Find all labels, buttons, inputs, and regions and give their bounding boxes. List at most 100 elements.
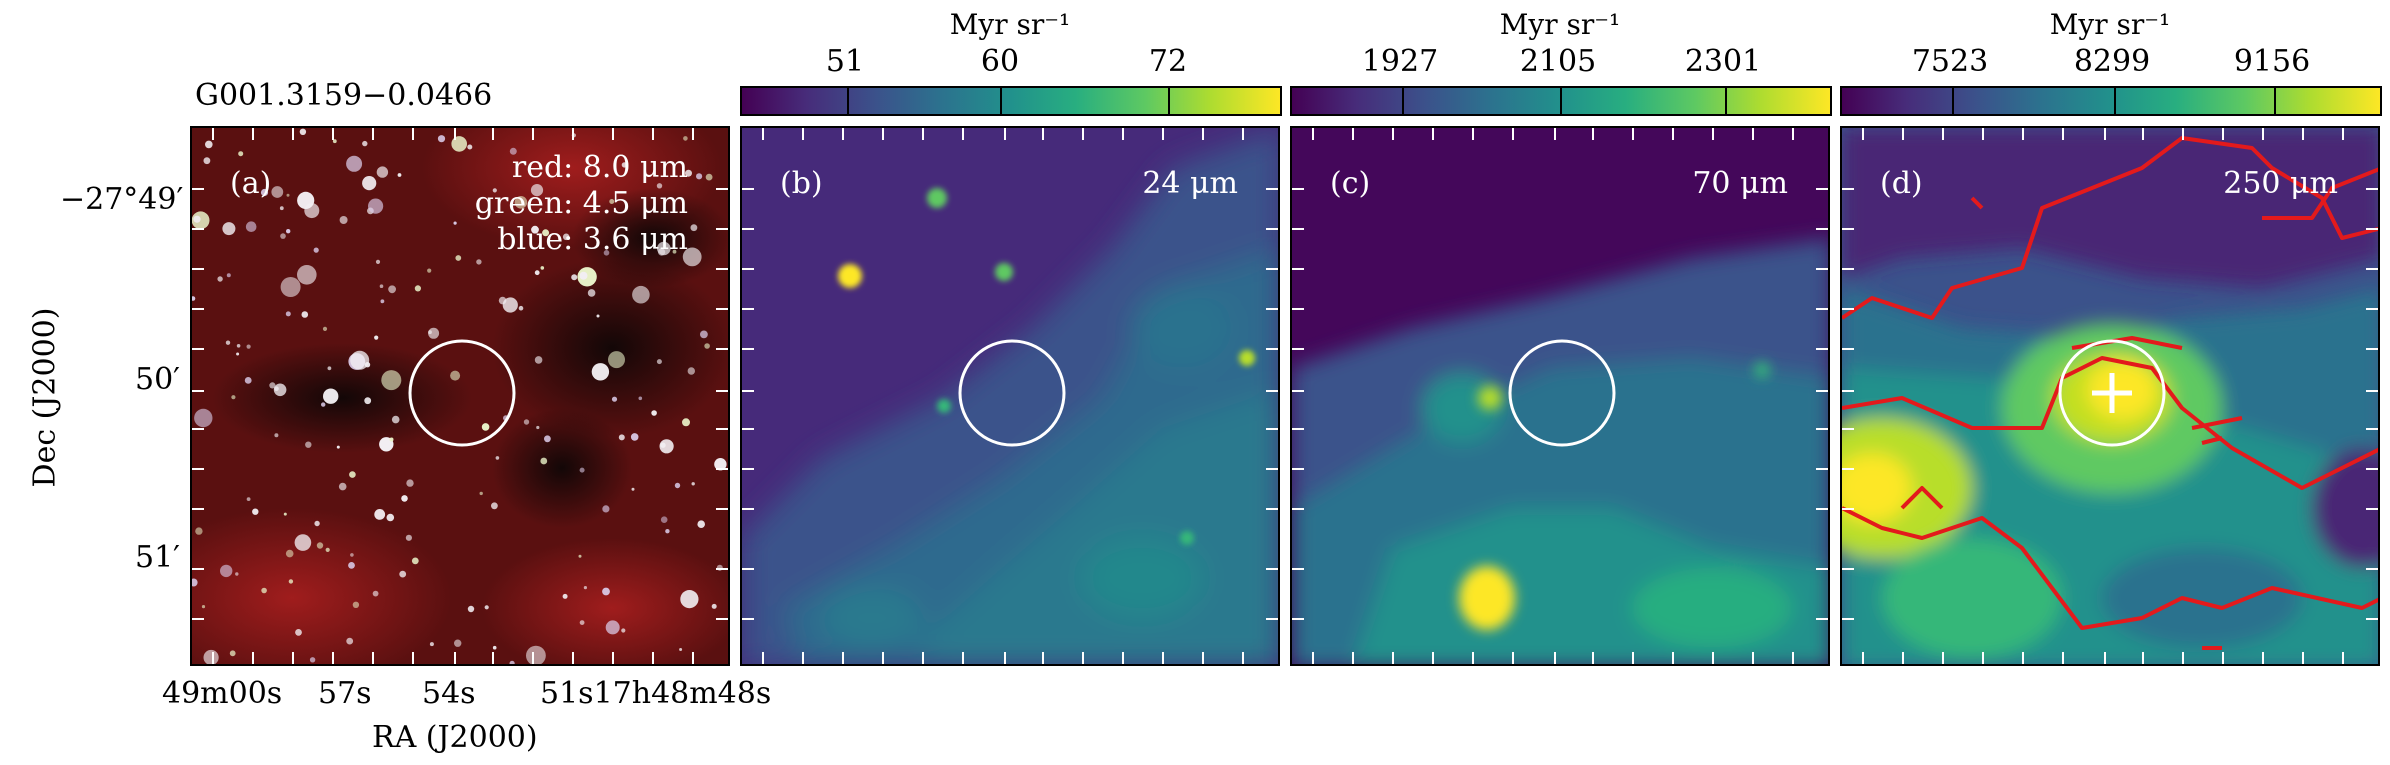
y-tick-mark bbox=[742, 428, 754, 430]
x-tick-mark bbox=[532, 128, 534, 140]
x-tick-mark bbox=[1512, 652, 1514, 664]
colorbar-unit-c: Myr sr⁻¹ bbox=[1499, 8, 1621, 41]
x-tick-mark bbox=[1712, 128, 1714, 140]
y-tick-mark bbox=[1816, 348, 1828, 350]
y-tick-mark bbox=[742, 188, 754, 190]
y-tick-mark bbox=[1816, 508, 1828, 510]
y-tick-mark bbox=[1816, 468, 1828, 470]
source-name: G001.3159−0.0466 bbox=[195, 78, 493, 113]
y-tick-mark bbox=[2366, 308, 2378, 310]
y-tick-mark bbox=[1266, 618, 1278, 620]
x-tick-mark bbox=[1592, 128, 1594, 140]
y-tick-mark bbox=[716, 618, 728, 620]
x-tick-mark bbox=[372, 128, 374, 140]
y-tick-mark bbox=[1292, 618, 1304, 620]
x-tick-mark bbox=[1082, 128, 1084, 140]
x-tick-mark bbox=[1392, 652, 1394, 664]
x-tick-mark bbox=[612, 652, 614, 664]
x-tick-mark bbox=[1352, 652, 1354, 664]
y-tick-mark bbox=[716, 568, 728, 570]
y-tick-mark bbox=[2366, 428, 2378, 430]
y-tick-mark bbox=[742, 568, 754, 570]
y-tick-mark bbox=[2366, 188, 2378, 190]
y-tick-mark bbox=[2366, 348, 2378, 350]
x-tick-mark bbox=[2262, 128, 2264, 140]
x-tick-mark bbox=[692, 652, 694, 664]
x-tick-mark bbox=[1942, 652, 1944, 664]
y-tick-mark bbox=[2366, 568, 2378, 570]
y-tick-mark bbox=[192, 618, 204, 620]
x-tick-mark bbox=[252, 652, 254, 664]
y-tick-mark bbox=[1292, 268, 1304, 270]
y-tick-mark bbox=[192, 390, 204, 392]
y-tick-mark bbox=[742, 468, 754, 470]
x-tick-mark bbox=[1902, 652, 1904, 664]
y-tick-mark bbox=[2366, 508, 2378, 510]
x-tick-mark bbox=[1162, 652, 1164, 664]
y-tick-mark bbox=[1842, 508, 1854, 510]
y-tick-mark bbox=[1842, 348, 1854, 350]
y-tick-label: −27°49′ bbox=[60, 182, 184, 217]
x-tick-mark bbox=[2302, 128, 2304, 140]
y-tick-mark bbox=[742, 348, 754, 350]
x-tick-mark bbox=[1792, 128, 1794, 140]
panel-b-24um: (b) 24 μm bbox=[740, 126, 1280, 666]
y-tick-mark bbox=[1816, 308, 1828, 310]
y-tick-mark bbox=[716, 308, 728, 310]
x-tick-mark bbox=[454, 128, 456, 140]
x-tick-mark bbox=[1862, 128, 1864, 140]
x-tick-mark bbox=[532, 652, 534, 664]
y-tick-mark bbox=[192, 268, 204, 270]
panel-d-250um: (d) 250 μm bbox=[1840, 126, 2380, 666]
x-tick-mark bbox=[492, 652, 494, 664]
y-tick-mark bbox=[1292, 308, 1304, 310]
y-tick-mark bbox=[1842, 468, 1854, 470]
y-tick-mark bbox=[2366, 268, 2378, 270]
x-tick-mark bbox=[1862, 652, 1864, 664]
x-tick-mark bbox=[762, 652, 764, 664]
y-tick-label: 50′ bbox=[135, 362, 180, 397]
panel-c-70um: (c) 70 μm bbox=[1290, 126, 1830, 666]
x-tick-mark bbox=[762, 128, 764, 140]
x-tick-mark bbox=[292, 652, 294, 664]
panel-tag-c: (c) bbox=[1330, 166, 1371, 201]
x-tick-mark bbox=[2104, 652, 2106, 664]
y-tick-mark bbox=[716, 468, 728, 470]
panel-tag-d: (d) bbox=[1880, 166, 1923, 201]
x-tick-mark bbox=[2262, 652, 2264, 664]
y-tick-mark bbox=[716, 228, 728, 230]
x-tick-mark bbox=[2222, 128, 2224, 140]
y-tick-mark bbox=[1842, 308, 1854, 310]
x-tick-mark bbox=[1432, 652, 1434, 664]
y-tick-mark bbox=[1816, 390, 1828, 392]
y-tick-mark bbox=[1842, 428, 1854, 430]
colorbar-tick-label: 1927 bbox=[1361, 44, 1439, 79]
x-tick-label: 57s bbox=[318, 676, 372, 711]
x-tick-mark bbox=[612, 128, 614, 140]
x-tick-mark bbox=[1592, 652, 1594, 664]
y-tick-mark bbox=[1842, 228, 1854, 230]
y-tick-mark bbox=[1842, 268, 1854, 270]
y-tick-mark bbox=[2366, 228, 2378, 230]
panel-tag-a: (a) bbox=[230, 166, 272, 201]
x-tick-mark bbox=[2022, 128, 2024, 140]
x-tick-mark bbox=[1512, 128, 1514, 140]
x-tick-mark bbox=[2062, 652, 2064, 664]
y-tick-mark bbox=[1816, 618, 1828, 620]
x-tick-mark bbox=[1432, 128, 1434, 140]
x-tick-mark bbox=[1122, 128, 1124, 140]
y-tick-mark bbox=[2366, 390, 2378, 392]
peak-marker-plus-icon bbox=[2092, 373, 2132, 413]
x-tick-mark bbox=[2142, 128, 2144, 140]
y-tick-mark bbox=[742, 390, 754, 392]
colorbar-tick-label: 2301 bbox=[1684, 44, 1762, 79]
colorbar-tick-label: 72 bbox=[1148, 44, 1188, 79]
x-tick-mark bbox=[1712, 652, 1714, 664]
x-tick-mark bbox=[1122, 652, 1124, 664]
x-tick-mark bbox=[1472, 128, 1474, 140]
x-tick-mark bbox=[842, 128, 844, 140]
x-tick-mark bbox=[1472, 652, 1474, 664]
y-tick-mark bbox=[2366, 618, 2378, 620]
colorbar-tick-label: 9156 bbox=[2233, 44, 2311, 79]
x-tick-mark bbox=[2182, 652, 2184, 664]
